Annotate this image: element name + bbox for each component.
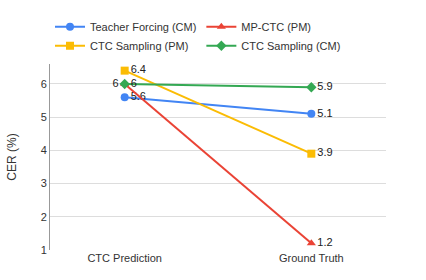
svg-text:CER (%): CER (%) — [5, 133, 19, 180]
svg-text:CTC Sampling (PM): CTC Sampling (PM) — [90, 40, 188, 52]
svg-text:6.4: 6.4 — [131, 63, 146, 75]
svg-text:5.6: 5.6 — [131, 90, 146, 102]
svg-text:5.9: 5.9 — [317, 80, 332, 92]
svg-text:Ground Truth: Ground Truth — [279, 252, 344, 264]
svg-text:5.1: 5.1 — [317, 107, 332, 119]
svg-text:1.2: 1.2 — [317, 236, 332, 248]
svg-text:3.9: 3.9 — [317, 146, 332, 158]
svg-text:5: 5 — [41, 111, 47, 123]
svg-text:1: 1 — [41, 244, 47, 256]
svg-text:CTC Prediction: CTC Prediction — [87, 252, 162, 264]
svg-text:3: 3 — [41, 177, 47, 189]
svg-text:CTC Sampling (CM): CTC Sampling (CM) — [241, 40, 340, 52]
svg-text:2: 2 — [41, 211, 47, 223]
svg-text:Teacher Forcing (CM): Teacher Forcing (CM) — [90, 21, 196, 33]
svg-text:6: 6 — [41, 78, 47, 90]
svg-text:MP-CTC (PM): MP-CTC (PM) — [241, 21, 311, 33]
svg-text:4: 4 — [41, 144, 47, 156]
svg-text:6: 6 — [113, 77, 119, 89]
svg-text:6: 6 — [131, 77, 137, 89]
